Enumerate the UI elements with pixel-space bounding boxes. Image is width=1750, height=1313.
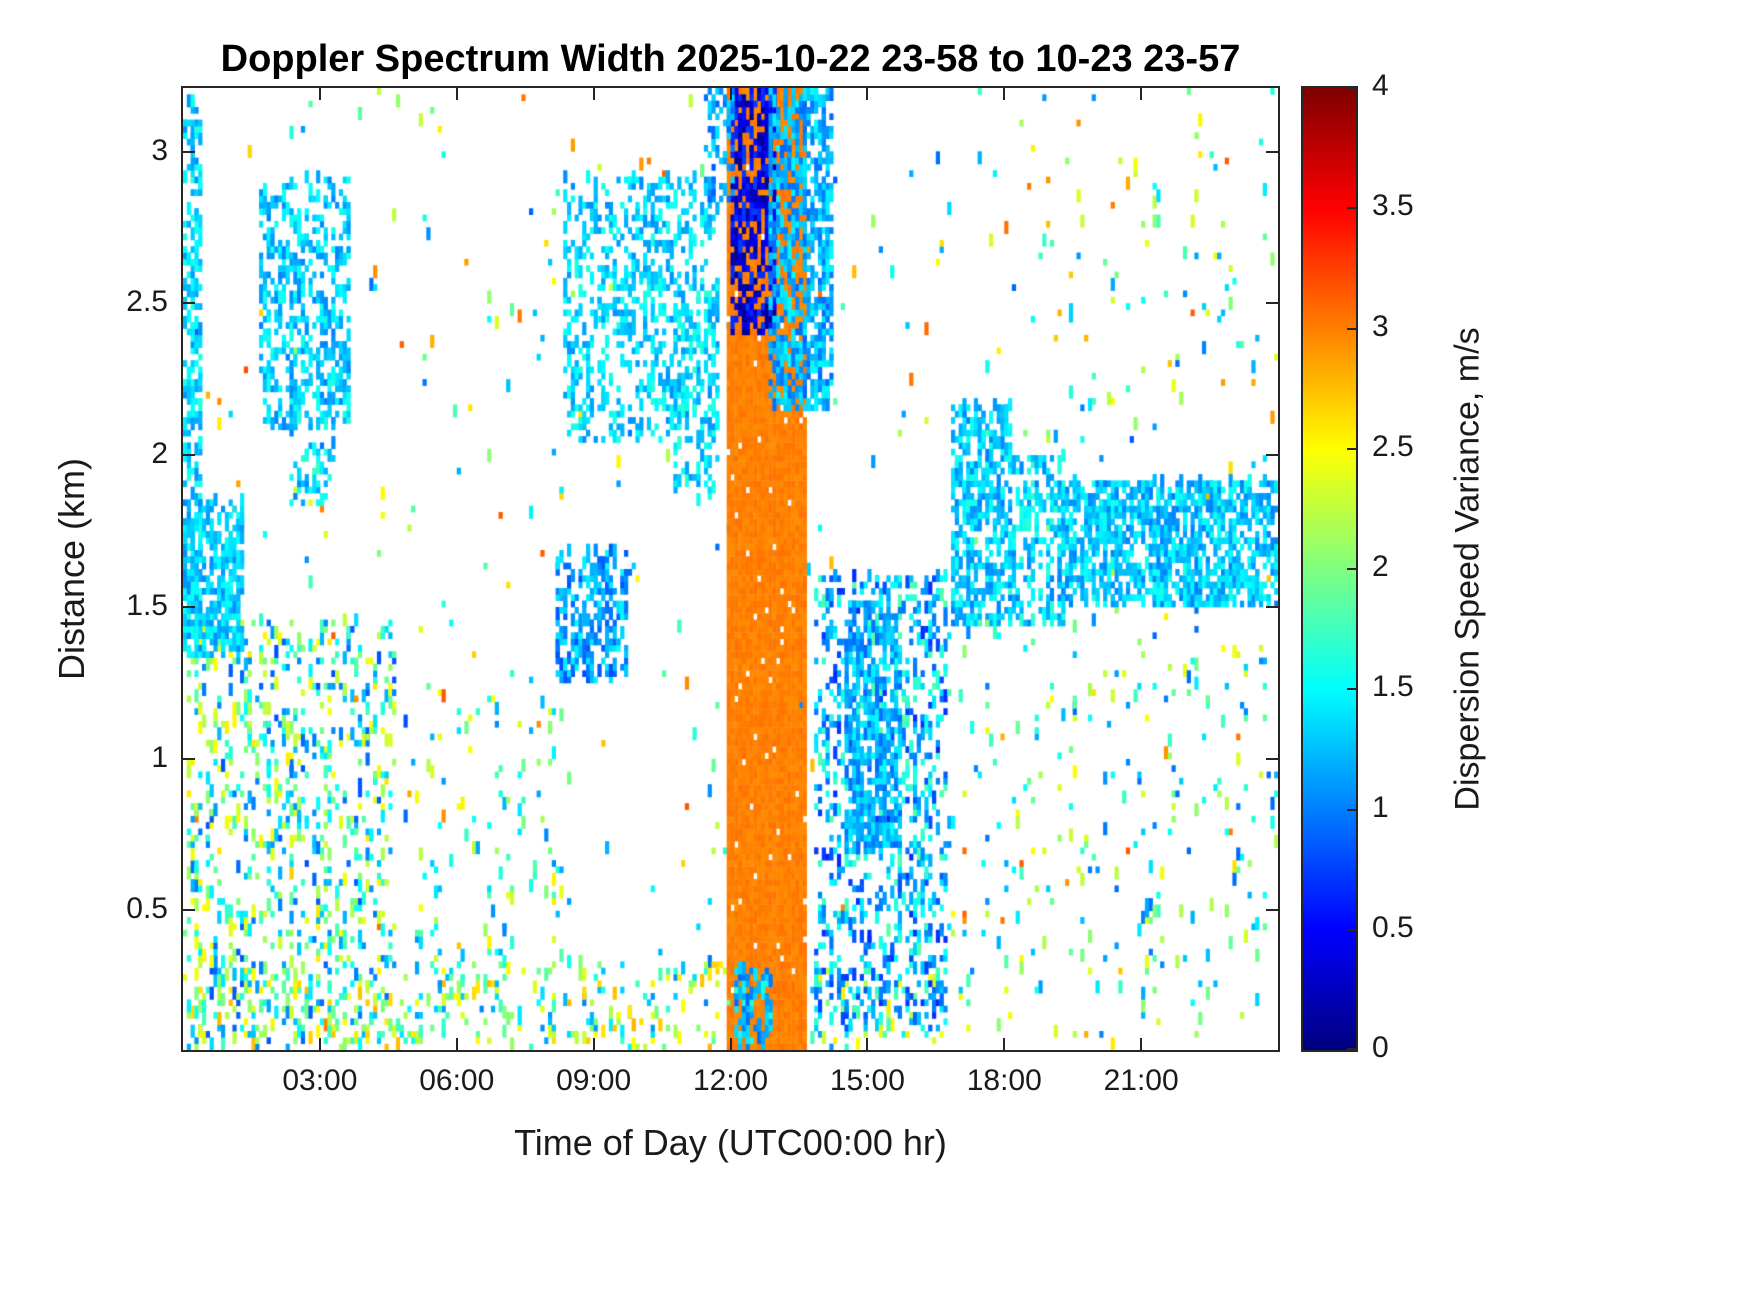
y-tick-mark — [183, 150, 195, 153]
colorbar-tick-label: 0 — [1372, 1031, 1389, 1064]
x-tick-mark-top — [592, 88, 595, 100]
y-tick-mark-right — [1266, 605, 1278, 608]
x-tick-label: 18:00 — [966, 1064, 1042, 1097]
heatmap-canvas — [183, 88, 1278, 1050]
x-tick-mark-top — [729, 88, 732, 100]
colorbar-tick-label: 4 — [1372, 69, 1389, 102]
chart-title: Doppler Spectrum Width 2025-10-22 23-58 … — [220, 38, 1241, 80]
x-tick-label: 09:00 — [556, 1064, 632, 1097]
x-axis-label: Time of Day (UTC00:00 hr) — [514, 1122, 947, 1163]
y-tick-label: 3 — [151, 133, 168, 167]
x-tick-mark — [455, 1038, 458, 1050]
y-tick-mark-right — [1266, 302, 1278, 305]
y-tick-mark-right — [1266, 909, 1278, 912]
x-tick-label: 15:00 — [829, 1064, 905, 1097]
x-tick-mark-top — [1003, 88, 1006, 100]
x-tick-label: 06:00 — [419, 1064, 495, 1097]
colorbar-tick-label: 2 — [1372, 550, 1389, 583]
colorbar-tick-mark — [1347, 928, 1356, 931]
x-tick-label: 03:00 — [282, 1064, 358, 1097]
colorbar-tick-label: 3.5 — [1372, 189, 1414, 223]
x-tick-mark-top — [866, 88, 869, 100]
x-tick-mark — [1003, 1038, 1006, 1050]
y-tick-mark — [183, 909, 195, 912]
y-tick-label: 1.5 — [126, 588, 168, 622]
y-tick-mark — [183, 605, 195, 608]
y-tick-mark — [183, 454, 195, 457]
x-tick-label: 21:00 — [1103, 1064, 1179, 1097]
x-tick-label: 12:00 — [692, 1064, 769, 1097]
colorbar-tick-mark — [1347, 808, 1356, 811]
colorbar-tick-label: 1.5 — [1372, 670, 1414, 704]
colorbar-tick-mark — [1347, 207, 1356, 210]
colorbar-tick-mark — [1347, 327, 1356, 330]
y-tick-label: 1 — [151, 740, 168, 774]
colorbar-tick-label: 0.5 — [1372, 910, 1414, 944]
x-tick-mark-top — [1140, 88, 1143, 100]
y-tick-mark-right — [1266, 454, 1278, 457]
colorbar — [1301, 86, 1358, 1052]
y-tick-mark-right — [1266, 757, 1278, 760]
colorbar-tick-label: 3 — [1372, 309, 1389, 343]
x-tick-mark-top — [455, 88, 458, 100]
y-tick-mark — [183, 757, 195, 760]
x-tick-mark-top — [318, 88, 321, 100]
y-tick-mark-right — [1266, 150, 1278, 153]
colorbar-tick-mark — [1347, 447, 1356, 450]
colorbar-tick-mark — [1347, 88, 1356, 90]
plot-area — [181, 86, 1280, 1052]
y-tick-label: 2 — [151, 437, 168, 471]
colorbar-tick-mark — [1347, 1048, 1356, 1050]
colorbar-tick-mark — [1347, 688, 1356, 691]
y-axis-label: Distance (km) — [51, 457, 92, 681]
x-tick-mark — [866, 1038, 869, 1050]
y-tick-label: 0.5 — [126, 892, 168, 926]
y-tick-mark — [183, 302, 195, 305]
y-tick-label: 2.5 — [126, 285, 168, 319]
colorbar-tick-label: 1 — [1372, 790, 1389, 824]
colorbar-tick-mark — [1347, 568, 1356, 570]
x-tick-mark — [1140, 1038, 1143, 1050]
x-tick-mark — [318, 1038, 321, 1050]
x-tick-mark — [729, 1038, 732, 1050]
colorbar-tick-label: 2.5 — [1372, 429, 1414, 463]
x-tick-mark — [592, 1038, 595, 1050]
